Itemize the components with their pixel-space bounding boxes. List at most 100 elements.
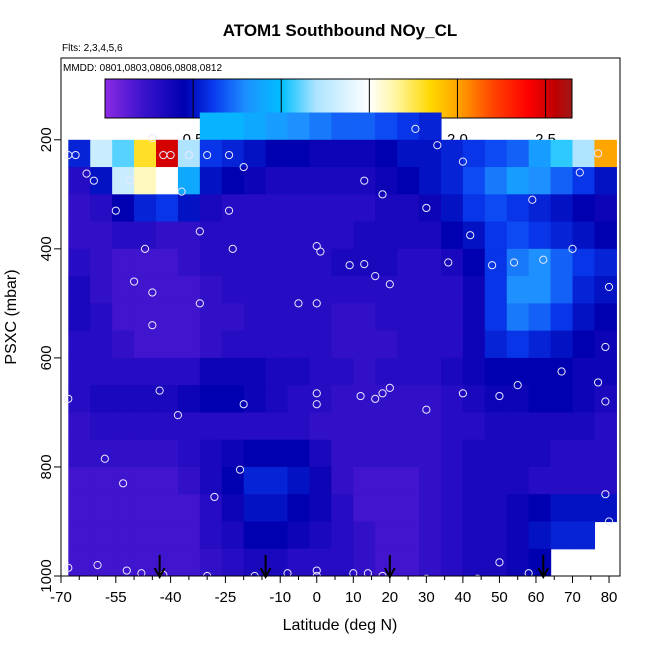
observation-point	[316, 247, 325, 256]
observation-point	[422, 405, 431, 414]
observation-point	[312, 299, 321, 308]
heatmap-cell	[243, 112, 267, 141]
chart-title: ATOM1 Southbound NOy_CL	[223, 21, 458, 40]
heatmap-cell	[177, 303, 201, 332]
heatmap-cell	[375, 521, 398, 550]
heatmap-cell	[309, 139, 332, 168]
observation-point	[312, 400, 321, 409]
heatmap-cell	[134, 139, 157, 168]
observation-point	[129, 277, 139, 286]
down-arrow	[153, 555, 166, 580]
heatmap-cell	[155, 248, 179, 277]
heatmap-cell	[440, 276, 464, 304]
observation-point	[385, 383, 394, 392]
heatmap-cell	[221, 357, 245, 386]
heatmap-cell	[440, 494, 464, 523]
heatmap-cell	[309, 548, 332, 576]
heatmap-cell	[462, 330, 486, 359]
heatmap-cell	[462, 357, 486, 386]
heatmap-cell	[484, 221, 508, 250]
heatmap-cell	[419, 248, 442, 277]
heatmap-cell	[155, 412, 179, 441]
heatmap-cell	[265, 303, 289, 332]
heatmap-cell	[68, 139, 91, 168]
heatmap-cell	[353, 276, 376, 304]
heatmap-cell	[68, 303, 91, 332]
heatmap-cell	[112, 357, 135, 386]
heatmap-cell	[506, 167, 530, 195]
heatmap-cell	[90, 221, 113, 250]
heatmap-cell	[134, 494, 157, 523]
heatmap-cell	[419, 357, 442, 386]
heatmap-cell	[331, 112, 354, 141]
heatmap-cell	[572, 221, 596, 250]
heatmap-cell	[397, 303, 420, 332]
observation-point	[177, 187, 186, 196]
heatmap-cell	[155, 466, 179, 495]
heatmap-cell	[484, 412, 508, 441]
heatmap-cell	[375, 357, 398, 386]
heatmap-cell	[331, 521, 354, 550]
observation-point	[488, 261, 497, 270]
heatmap-cell	[484, 494, 508, 523]
heatmap-cell	[397, 385, 420, 414]
observation-point	[235, 465, 245, 474]
heatmap-cell	[287, 521, 311, 550]
heatmap-cell	[199, 112, 223, 141]
observation-point	[356, 391, 365, 401]
heatmap-cell	[177, 194, 201, 223]
heatmap-cell	[528, 439, 552, 468]
heatmap-cell	[265, 412, 289, 441]
heatmap-cell	[155, 194, 179, 223]
observation-point	[71, 150, 80, 160]
heatmap-cell	[177, 412, 201, 441]
observation-point	[495, 391, 504, 401]
heatmap-cell	[90, 439, 113, 468]
observation-point	[513, 381, 522, 390]
heatmap-cell	[572, 357, 596, 386]
observation-point	[122, 566, 131, 575]
observation-point	[524, 569, 533, 576]
heatmap-cell	[309, 412, 332, 441]
heatmap-cell	[134, 221, 157, 250]
observation-point	[239, 162, 248, 172]
x-tick-label: -25	[215, 589, 237, 606]
heatmap-cell	[550, 167, 574, 195]
heatmap-cell	[419, 276, 442, 304]
heatmap-cell	[462, 167, 486, 195]
observation-point	[509, 258, 519, 267]
observation-point	[195, 227, 204, 236]
heatmap-cell	[68, 221, 91, 250]
heatmap-cell	[419, 112, 442, 141]
x-tick-label: -55	[105, 589, 127, 606]
heatmap-cell	[550, 385, 574, 414]
heatmap-cell	[484, 303, 508, 332]
heatmap-cell	[112, 412, 135, 441]
observation-point	[495, 558, 504, 567]
heatmap-cell	[331, 167, 354, 195]
observation-point	[604, 282, 614, 292]
heatmap-cell	[112, 439, 135, 468]
observation-point	[224, 150, 234, 160]
observation-point	[411, 124, 420, 133]
heatmap-cell	[572, 194, 596, 223]
heatmap-cell	[484, 139, 508, 168]
heatmap-cell	[506, 385, 530, 414]
heatmap-cell	[155, 330, 179, 359]
observation-point	[250, 571, 259, 576]
heatmap-cell	[550, 494, 574, 523]
heatmap-cell	[134, 330, 157, 359]
heatmap-cell	[199, 548, 223, 576]
heatmap-cell	[462, 303, 486, 332]
heatmap-cell	[353, 221, 376, 250]
heatmap-cell	[462, 494, 486, 523]
heatmap-cell	[90, 248, 113, 277]
heatmap-cell	[419, 167, 442, 195]
heatmap-cell	[375, 330, 398, 359]
heatmap-cell	[68, 439, 91, 468]
heatmap-cell	[375, 194, 398, 223]
observation-point	[601, 342, 610, 352]
heatmap-cell	[440, 466, 464, 495]
heatmap-cell	[528, 167, 552, 195]
heatmap-cell	[199, 494, 223, 523]
